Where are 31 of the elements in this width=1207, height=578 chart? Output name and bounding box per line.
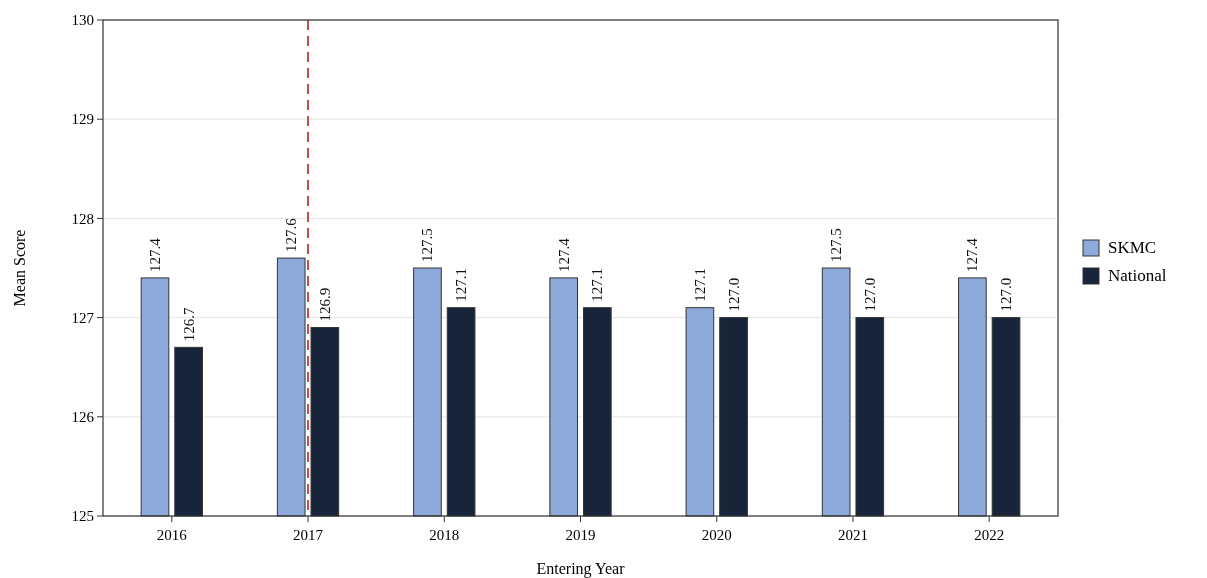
y-tick-label: 129	[71, 111, 94, 128]
y-tick-label: 127	[71, 309, 95, 326]
x-tick-label: 2019	[565, 527, 596, 543]
x-axis-title: Entering Year	[536, 560, 626, 578]
data-label: 127.1	[691, 267, 708, 302]
x-tick-label: 2018	[429, 527, 460, 543]
x-tick-label: 2016	[156, 527, 188, 543]
data-label: 127.0	[998, 277, 1015, 312]
data-label: 127.5	[828, 228, 845, 262]
y-tick-label: 125	[71, 508, 94, 525]
data-label: 127.4	[964, 237, 981, 272]
x-tick-label: 2017	[293, 527, 324, 543]
y-tick-label: 128	[71, 210, 94, 227]
legend-label: National	[1108, 266, 1167, 285]
data-label: 127.4	[146, 237, 163, 272]
data-label: 127.1	[453, 267, 470, 302]
data-label: 127.0	[725, 277, 742, 312]
x-tick-label: 2021	[837, 527, 868, 543]
data-label: 126.9	[316, 287, 333, 322]
y-axis-title: Mean Score	[11, 229, 28, 307]
legend-label: SKMC	[1108, 238, 1157, 257]
data-label: 127.1	[589, 267, 606, 302]
data-label: 127.0	[861, 277, 878, 312]
y-tick-label: 130	[71, 12, 94, 29]
data-label: 127.5	[419, 228, 436, 262]
data-label: 127.6	[283, 217, 300, 253]
x-tick-label: 2020	[701, 527, 732, 543]
data-label: 127.4	[555, 237, 572, 272]
y-tick-label: 126	[71, 409, 95, 426]
x-tick-label: 2022	[974, 527, 1005, 543]
data-label: 126.7	[180, 307, 197, 342]
